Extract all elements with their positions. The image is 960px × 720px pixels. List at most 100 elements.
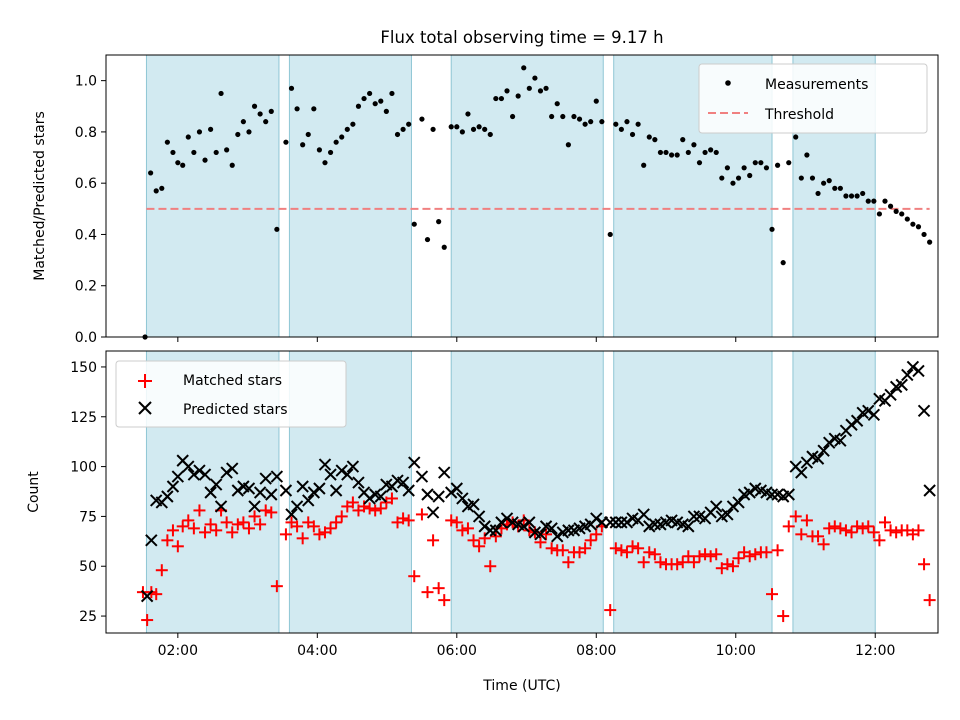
predicted-star-point — [253, 486, 267, 499]
matched-star-point — [415, 508, 428, 521]
top-legend: Measurements Threshold — [698, 63, 928, 134]
measurement-point — [871, 198, 877, 204]
matched-star-point — [584, 534, 597, 547]
predicted-star-point — [743, 486, 756, 499]
matched-star-point — [226, 526, 239, 539]
measurement-point — [809, 175, 816, 181]
matched-star-point — [254, 518, 267, 531]
matched-star-point — [834, 522, 847, 535]
predicted-star-point — [182, 460, 195, 473]
matched-star-point — [637, 556, 650, 569]
matched-star-point — [732, 552, 745, 565]
measurement-point — [251, 103, 258, 109]
matched-star-point — [161, 534, 174, 547]
matched-star-point — [450, 516, 463, 529]
predicted-star-point — [726, 500, 740, 513]
matched-star-point — [604, 604, 617, 617]
matched-star-point — [884, 524, 897, 537]
predicted-star-point — [467, 498, 480, 511]
measurement-point — [758, 160, 764, 166]
measurement-point — [504, 88, 510, 94]
matched-star-point — [812, 530, 825, 543]
measurement-point — [202, 157, 208, 163]
matched-star-point — [363, 502, 376, 515]
measurement-point — [663, 149, 669, 156]
top-y-axis-label: Matched/Predicted stars — [32, 111, 48, 281]
predicted-star-point — [609, 516, 623, 529]
threshold-legend-label: Threshold — [764, 107, 834, 123]
measurement-point — [406, 121, 412, 127]
top-y-ticks: 0.0 0.2 0.4 0.6 0.8 1.0 — [75, 74, 106, 346]
matched-star-point — [385, 492, 398, 505]
matched-star-point — [862, 520, 875, 533]
matched-star-point — [704, 550, 717, 563]
matched-star-point — [795, 528, 808, 541]
predicted-star-point — [884, 388, 897, 402]
matched-star-point — [484, 560, 497, 573]
x-tick-label: 12:00 — [855, 643, 895, 659]
matched-star-point — [171, 540, 184, 553]
measurement-point — [361, 95, 367, 102]
y-tick-label: 50 — [79, 559, 97, 575]
matched-star-point — [438, 594, 451, 607]
bottom-axes-frame — [105, 350, 939, 634]
predicted-star-point — [551, 530, 564, 543]
predicted-star-point — [901, 368, 914, 382]
measurement-point — [696, 160, 703, 166]
predicted-star-point — [302, 494, 315, 507]
matched-star-point — [654, 556, 667, 569]
y-tick-label: 75 — [79, 509, 97, 525]
y-tick-label: 150 — [70, 360, 97, 376]
matched-star-point — [402, 514, 415, 527]
predicted-star-point — [145, 534, 158, 547]
matched-star-point — [590, 528, 603, 541]
top-legend-box — [698, 63, 928, 134]
measurement-point — [588, 119, 594, 125]
matched-star-point — [545, 542, 558, 555]
predicted-star-point — [445, 486, 458, 499]
predicted-star-point — [363, 492, 376, 505]
matched-star-point — [912, 524, 925, 537]
matched-star-point — [721, 558, 734, 571]
predicted-star-point — [822, 436, 836, 449]
measurement-point — [804, 152, 810, 158]
measurement-point — [641, 162, 647, 168]
matched-star-point — [671, 558, 684, 571]
measurement-point — [424, 236, 431, 243]
predicted-star-point — [456, 492, 469, 505]
matched-star-point — [632, 542, 645, 555]
measurement-point — [774, 162, 781, 168]
measurement-point — [887, 203, 894, 209]
matched-star-point — [291, 520, 304, 533]
measurements-legend-label: Measurements — [765, 77, 868, 93]
predicted-star-point — [923, 484, 936, 497]
measurement-point — [752, 160, 758, 166]
measurement-point — [394, 131, 401, 138]
matched-star-point — [923, 594, 936, 607]
y-tick-label: 0.8 — [75, 125, 97, 141]
measurement-point — [899, 211, 905, 217]
measurement-point — [240, 119, 246, 125]
predicted-star-point — [523, 516, 536, 529]
matched-star-point — [562, 556, 575, 569]
measurement-point — [815, 190, 821, 197]
measurement-point — [780, 260, 786, 266]
measurement-point — [509, 113, 516, 120]
matched-star-point — [427, 534, 440, 547]
predicted-star-point — [279, 484, 293, 497]
matched-star-point — [789, 510, 802, 523]
predicted-star-point — [895, 378, 908, 392]
matched-star-point — [237, 516, 250, 529]
matched-star-point — [150, 588, 163, 601]
predicted-star-point — [495, 516, 508, 529]
matched-star-point — [890, 526, 903, 539]
measurement-point — [646, 134, 652, 140]
observing-window — [450, 54, 604, 338]
predicted-star-point — [265, 488, 278, 501]
measurement-point — [436, 219, 442, 225]
predicted-star-point — [765, 488, 779, 501]
matched-star-point — [828, 520, 841, 533]
matched-star-point — [182, 514, 195, 527]
predicted-legend-marker — [138, 401, 152, 415]
matched-star-point — [777, 610, 790, 623]
